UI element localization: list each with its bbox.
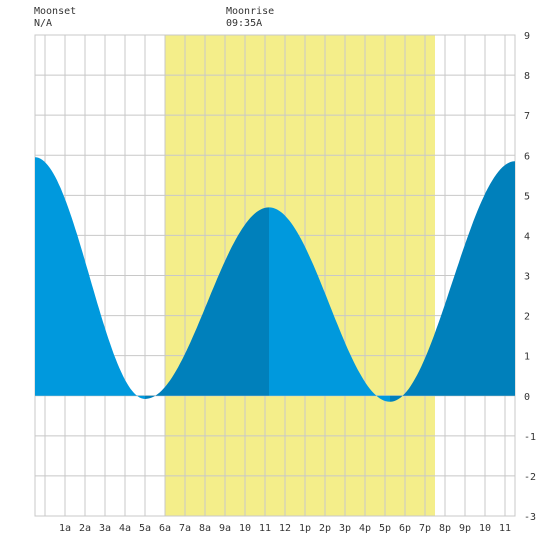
x-tick-label: 12 xyxy=(279,523,291,534)
moonset-value: N/A xyxy=(34,18,53,29)
x-tick-label: 5p xyxy=(379,523,391,534)
x-tick-label: 1a xyxy=(59,523,71,534)
y-tick-labels: -3 -2 -1 0 1 2 3 4 5 6 7 8 9 xyxy=(524,31,536,523)
y-tick-label: 3 xyxy=(524,272,530,283)
x-tick-label: 3a xyxy=(99,523,111,534)
y-tick-label: 7 xyxy=(524,111,530,122)
y-tick-label: 1 xyxy=(524,352,530,363)
tide-area-segment xyxy=(145,207,269,399)
x-tick-label: 8a xyxy=(199,523,211,534)
y-tick-label: 4 xyxy=(524,231,530,242)
x-tick-label: 7a xyxy=(179,523,191,534)
y-tick-label: 0 xyxy=(524,392,530,403)
moonset-label: Moonset xyxy=(34,6,77,17)
tide-area-segment xyxy=(390,161,515,402)
x-tick-label: 2a xyxy=(79,523,91,534)
moonrise-value: 09:35A xyxy=(226,18,263,29)
x-tick-label: 1p xyxy=(299,523,311,534)
y-tick-label: 8 xyxy=(524,71,530,82)
x-tick-label: 3p xyxy=(339,523,351,534)
x-tick-label: 4a xyxy=(119,523,131,534)
x-tick-label: 7p xyxy=(419,523,431,534)
tide-area-layer xyxy=(35,157,515,402)
y-tick-label: -3 xyxy=(524,512,536,523)
x-tick-label: 11 xyxy=(499,523,511,534)
x-tick-label: 6a xyxy=(159,523,171,534)
y-tick-label: -1 xyxy=(524,432,536,443)
y-tick-label: 5 xyxy=(524,191,530,202)
y-tick-label: 6 xyxy=(524,151,530,162)
y-tick-label: -2 xyxy=(524,472,536,483)
x-tick-label: 8p xyxy=(439,523,451,534)
x-tick-label: 10 xyxy=(239,523,251,534)
x-tick-label: 10 xyxy=(479,523,491,534)
x-tick-label: 11 xyxy=(259,523,271,534)
x-tick-label: 6p xyxy=(399,523,411,534)
moonrise-label: Moonrise xyxy=(226,6,275,17)
x-tick-labels: 1a 2a 3a 4a 5a 6a 7a 8a 9a 10 11 12 1p 2p 3p 4p 5p 6p 7p 8p… xyxy=(59,523,511,534)
y-tick-label: 2 xyxy=(524,312,530,323)
x-tick-label: 9a xyxy=(219,523,231,534)
x-tick-label: 4p xyxy=(359,523,371,534)
y-tick-label: 9 xyxy=(524,31,530,42)
tide-area-segment xyxy=(269,207,390,402)
x-tick-label: 2p xyxy=(319,523,331,534)
tide-area-segment xyxy=(35,157,145,399)
x-tick-label: 5a xyxy=(139,523,151,534)
x-tick-label: 9p xyxy=(459,523,471,534)
